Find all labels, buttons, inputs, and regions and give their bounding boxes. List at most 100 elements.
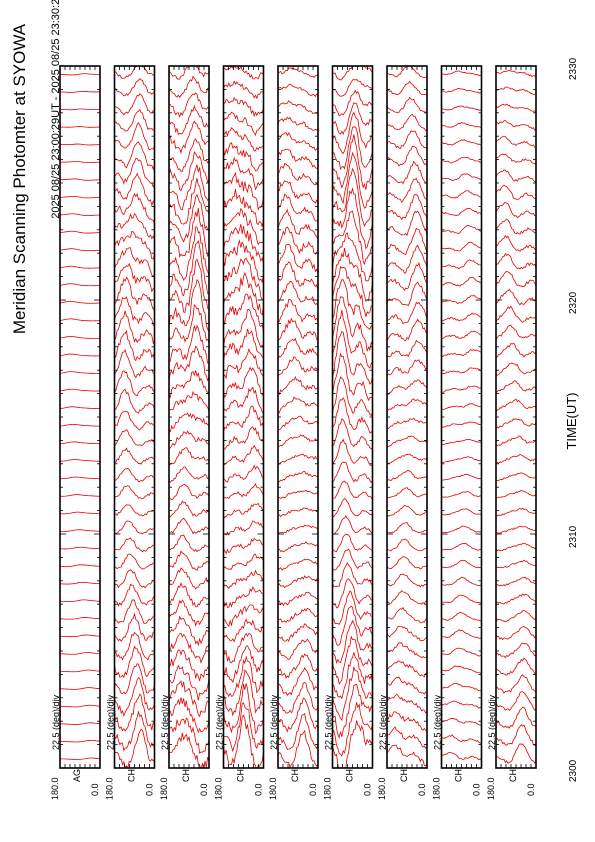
scan-curve (114, 122, 155, 151)
scan-curve (169, 304, 209, 343)
scan-curve (60, 669, 100, 673)
scan-curve (441, 647, 482, 657)
scan-curve (60, 687, 100, 690)
scale-label: 22.5 (deg)/div (215, 694, 225, 750)
scan-curve (223, 66, 264, 80)
scan-curve (332, 376, 373, 416)
scan-curve (60, 476, 100, 480)
scan-curve (332, 151, 373, 209)
scan-curve (114, 467, 155, 483)
scan-curve (496, 86, 536, 95)
scan-curve (114, 247, 155, 278)
scan-curve (387, 694, 427, 714)
scan-curve (441, 665, 482, 674)
scan-curve (60, 353, 100, 357)
scan-curve (332, 720, 373, 768)
scan-curve (60, 739, 100, 743)
scan-curve (169, 717, 209, 754)
scan-curve (278, 180, 318, 204)
scan-curve (332, 134, 373, 190)
scan-curve (223, 224, 264, 264)
scan-curve (496, 489, 536, 499)
scan-curve (278, 712, 318, 750)
scan-curve (114, 599, 155, 624)
panel-curves (332, 66, 373, 768)
scan-curve (114, 192, 155, 224)
scan-curve (169, 226, 209, 281)
scan-curve (169, 345, 209, 382)
scale-label: 22.5 (deg)/div (378, 694, 388, 750)
scan-curve (223, 586, 264, 608)
scan-curve (60, 722, 100, 725)
scan-curve (278, 591, 318, 607)
scan-curve (169, 193, 209, 243)
scan-curve (223, 80, 264, 100)
scan-curve (441, 525, 482, 534)
scan-curve (441, 456, 482, 463)
scan-curve (278, 193, 318, 222)
scan-curve (169, 258, 209, 313)
scan-curve (223, 126, 264, 152)
scan-curve (496, 453, 536, 464)
scan-curve (278, 681, 318, 714)
scan-curve (278, 396, 318, 414)
scan-curve (387, 160, 427, 185)
scan-curve (332, 232, 373, 282)
scan-curve (387, 505, 427, 517)
scan-curve (60, 336, 100, 339)
scan-curve (387, 711, 427, 731)
scan-curve (387, 301, 427, 325)
scan-curve (169, 370, 209, 399)
scale-label: 22.5 (deg)/div (487, 694, 497, 750)
scan-curve (60, 90, 100, 93)
scan-curve (332, 665, 373, 721)
scan-curve (387, 177, 427, 204)
scan-curve (332, 397, 373, 434)
scan-curve (496, 472, 536, 482)
scan-curve (169, 446, 209, 466)
scan-curve (278, 337, 318, 360)
scan-curve (441, 542, 482, 551)
scan-curve (223, 328, 264, 362)
panel-curves (441, 70, 482, 761)
scan-curve (441, 403, 482, 411)
scan-curve (496, 305, 536, 323)
scan-curve (387, 261, 427, 291)
panel-frame (113, 65, 156, 769)
scan-curve (278, 434, 318, 447)
scan-curve (332, 514, 373, 535)
zenith-min-label: 0.0 (308, 783, 318, 796)
scan-curve (278, 507, 318, 518)
scan-curve (169, 207, 209, 258)
scan-curve (441, 385, 482, 393)
x-tick-label: 2310 (568, 525, 579, 548)
scan-curve (441, 295, 482, 305)
channel-label: CH (290, 769, 300, 782)
scan-curve (114, 520, 155, 535)
channel-label: CH (454, 769, 464, 782)
panel-curves (114, 66, 155, 768)
scan-curve (332, 167, 373, 228)
scan-curve (441, 190, 482, 199)
scan-curve (60, 599, 100, 602)
panel-p3: 180.0 0.0 CH 22.5 (deg)/div (159, 65, 210, 800)
scan-curve (496, 119, 536, 131)
scan-curve (332, 562, 373, 588)
scan-curve (60, 73, 100, 76)
scan-curve (114, 157, 155, 188)
scan-curve (441, 629, 482, 639)
scan-curve (60, 178, 100, 181)
scan-curve (441, 139, 482, 146)
scan-curve (114, 537, 155, 553)
scale-label: 22.5 (deg)/div (51, 694, 61, 750)
scan-curve (332, 533, 373, 553)
scan-curve (114, 612, 155, 643)
panel-p8: 180.0 0.0 CH 22.5 (deg)/div (432, 65, 483, 800)
scan-curve (332, 66, 373, 81)
scan-curve (387, 145, 427, 167)
scan-curve (332, 126, 373, 171)
scan-curve (441, 559, 482, 569)
scan-curve (223, 142, 264, 172)
